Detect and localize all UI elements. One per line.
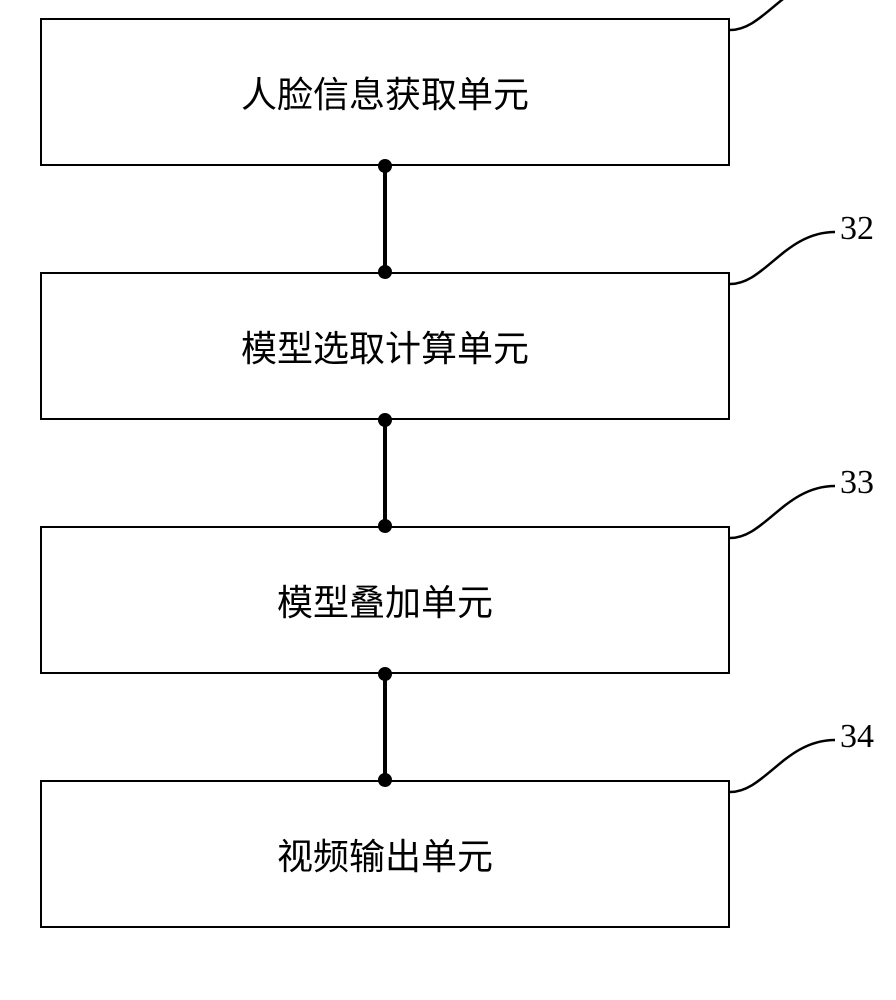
block-label-n31: 人脸信息获取单元 bbox=[241, 66, 529, 118]
ref-curve-n32 bbox=[730, 272, 731, 273]
connector-dot-2-1 bbox=[378, 773, 392, 787]
connector-dot-1-1 bbox=[378, 519, 392, 533]
connector-dot-0-1 bbox=[378, 265, 392, 279]
ref-curve-n31 bbox=[730, 18, 731, 19]
block-label-n34: 视频输出单元 bbox=[277, 828, 493, 880]
connector-dot-0-0 bbox=[378, 159, 392, 173]
ref-label-n33: 33 bbox=[840, 464, 874, 502]
ref-label-n34: 34 bbox=[840, 718, 874, 756]
block-n32: 模型选取计算单元 bbox=[40, 272, 730, 420]
connector-2 bbox=[383, 674, 387, 780]
block-n33: 模型叠加单元 bbox=[40, 526, 730, 674]
ref-label-n32: 32 bbox=[840, 210, 874, 248]
connector-1 bbox=[383, 420, 387, 526]
block-label-n32: 模型选取计算单元 bbox=[241, 320, 529, 372]
connector-0 bbox=[383, 166, 387, 272]
ref-curve-n34 bbox=[730, 780, 731, 781]
block-label-n33: 模型叠加单元 bbox=[277, 574, 493, 626]
flowchart-diagram: 人脸信息获取单元31模型选取计算单元32模型叠加单元33视频输出单元34 bbox=[0, 0, 896, 1000]
connector-dot-2-0 bbox=[378, 667, 392, 681]
connector-dot-1-0 bbox=[378, 413, 392, 427]
ref-curve-n33 bbox=[730, 526, 731, 527]
block-n34: 视频输出单元 bbox=[40, 780, 730, 928]
block-n31: 人脸信息获取单元 bbox=[40, 18, 730, 166]
